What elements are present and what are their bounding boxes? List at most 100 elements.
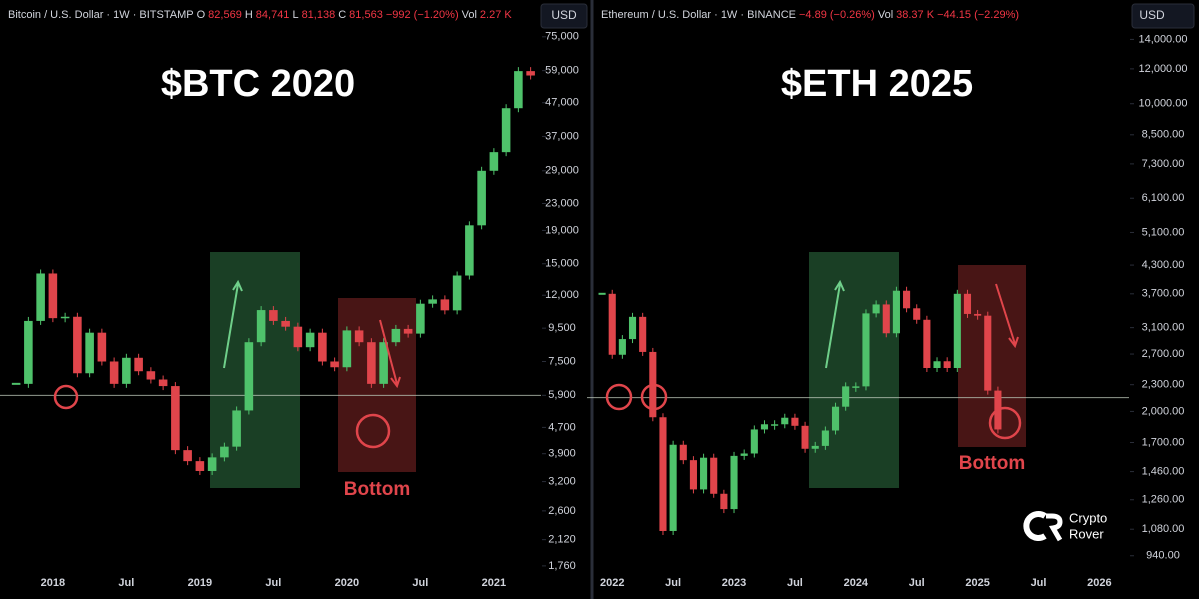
x-tick-label: Jul — [1031, 577, 1047, 589]
arrow-down — [379, 319, 401, 389]
candle — [36, 273, 45, 321]
candle — [963, 293, 972, 314]
candle — [134, 357, 143, 372]
candle — [801, 425, 809, 449]
red-zone — [958, 265, 1026, 447]
candle — [781, 417, 789, 425]
candle — [760, 424, 769, 430]
info-item: Vol — [878, 9, 893, 21]
circle — [355, 413, 391, 449]
candle — [771, 424, 779, 426]
logo-text: Rover — [1069, 526, 1104, 541]
candle — [195, 461, 205, 471]
x-tick-label: 2023 — [722, 577, 746, 589]
candle — [811, 445, 819, 449]
candle — [852, 386, 860, 388]
y-tick-label: 1,080.00 — [1142, 523, 1185, 535]
candle — [933, 361, 941, 368]
candle — [984, 315, 992, 391]
y-tick-label: 7,300.00 — [1142, 158, 1185, 170]
candle — [669, 444, 677, 531]
currency-box[interactable] — [540, 3, 588, 29]
logo: Crypto Rover — [1023, 510, 1107, 541]
candle — [501, 108, 511, 153]
candle — [85, 332, 94, 374]
y-tick-label: 2,700.00 — [1142, 348, 1185, 360]
currency[interactable]: USD — [551, 8, 577, 22]
candle — [618, 339, 626, 355]
info-item: 81,138 — [302, 9, 336, 21]
currency-box[interactable] — [1131, 3, 1195, 29]
logo-icon — [1023, 511, 1047, 541]
candle — [60, 316, 70, 319]
y-tick-label: 37,000 — [545, 130, 579, 142]
y-tick-label: 1,460.00 — [1142, 465, 1185, 477]
x-tick-label: Jul — [412, 577, 428, 589]
candle — [953, 293, 961, 368]
candle — [183, 450, 192, 462]
info-item: L — [292, 9, 298, 21]
x-tick-label: Jul — [118, 577, 134, 589]
candle — [831, 406, 840, 431]
candle — [428, 299, 437, 304]
candle — [220, 446, 229, 458]
x-tick-label: 2018 — [41, 577, 65, 589]
candle — [842, 386, 850, 407]
green-zone — [809, 252, 899, 488]
candle — [24, 320, 33, 384]
candle — [354, 330, 364, 343]
candle — [730, 455, 738, 510]
info-item: 2.27 K — [480, 9, 512, 21]
candle — [872, 304, 880, 314]
circle — [605, 383, 633, 411]
candle — [244, 342, 254, 411]
info-item: Ethereum / U.S. Dollar · 1W · BINANCE — [601, 9, 796, 21]
info-item: C — [338, 9, 346, 21]
info-item: O — [197, 9, 206, 21]
candle — [269, 310, 278, 321]
x-tick-label: 2020 — [335, 577, 359, 589]
candle — [923, 319, 931, 368]
y-tick-label: 9,500 — [548, 322, 576, 334]
x-tick-label: Jul — [665, 577, 681, 589]
legend-info: Ethereum / U.S. Dollar · 1W · BINANCE −4.… — [601, 9, 1019, 21]
y-tick-label: 14,000.00 — [1139, 33, 1188, 45]
arrow-down — [995, 283, 1019, 349]
y-tick-label: 12,000 — [545, 289, 579, 301]
info-item: 81,563 — [349, 9, 383, 21]
arrow-up — [223, 279, 243, 369]
annotation: Bottom — [959, 453, 1025, 474]
y-tick-label: 3,200 — [548, 476, 576, 488]
info-item: 84,741 — [256, 9, 290, 21]
info-item: −992 (−1.20%) — [386, 9, 459, 21]
candle — [48, 273, 58, 319]
circle — [640, 383, 668, 411]
candle — [892, 290, 900, 334]
info-item: Vol — [462, 9, 477, 21]
candle — [318, 332, 327, 362]
info-item: −4.89 (−0.26%) — [799, 9, 875, 21]
candle — [465, 225, 474, 276]
candle — [720, 493, 728, 510]
arrows — [223, 279, 1019, 389]
candle — [700, 457, 708, 490]
currency[interactable]: USD — [1139, 8, 1165, 22]
candle — [659, 417, 667, 531]
circles — [53, 383, 1022, 449]
y-tick-label: 1,760 — [548, 560, 576, 572]
candle — [330, 361, 339, 368]
y-tick-label: 29,000 — [545, 165, 579, 177]
candle — [740, 453, 748, 456]
x-tick-label: Jul — [787, 577, 803, 589]
arrow-up — [825, 279, 845, 369]
y-tick-label: 23,000 — [545, 197, 579, 209]
candle — [232, 410, 241, 447]
candle — [639, 316, 647, 352]
candle — [416, 303, 425, 334]
candle — [440, 299, 450, 311]
candle — [689, 460, 697, 490]
candle — [821, 430, 829, 446]
info-item: −44.15 (−2.29%) — [937, 9, 1019, 21]
y-tick-label: 2,000.00 — [1142, 405, 1185, 417]
